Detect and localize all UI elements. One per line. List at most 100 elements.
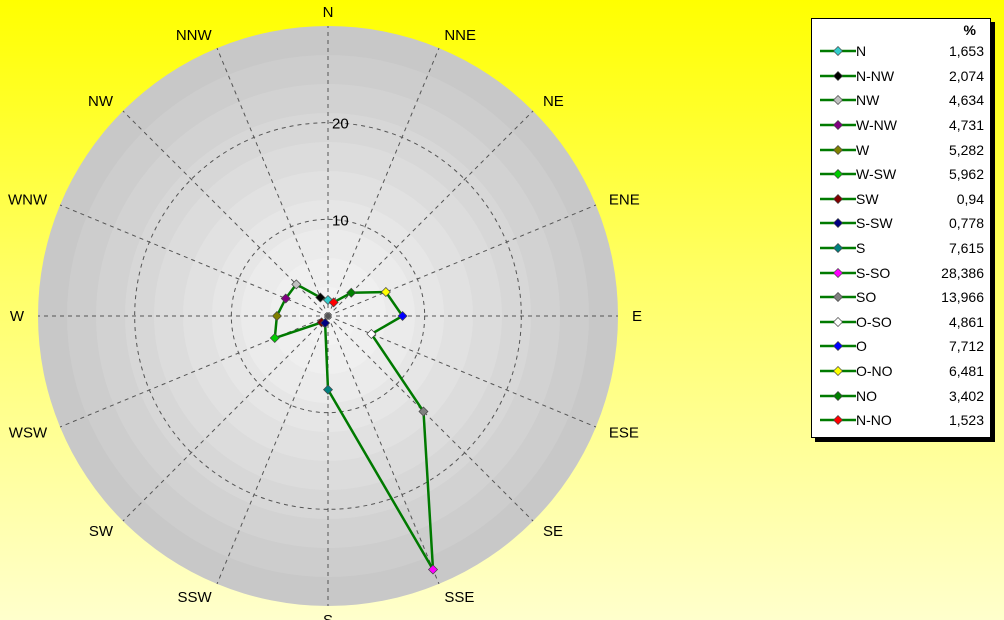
legend-item-name: SO <box>856 289 877 306</box>
direction-label-ene: ENE <box>609 192 640 209</box>
direction-label-ne: NE <box>543 93 564 110</box>
legend-item: O-SO 4,861 <box>812 310 990 335</box>
legend-item: S 7,615 <box>812 236 990 261</box>
legend-item: S-SW 0,778 <box>812 211 990 236</box>
legend-item-value: 1,523 <box>948 412 984 429</box>
legend-symbol <box>820 390 856 401</box>
legend-item-value: 5,962 <box>948 166 984 183</box>
legend-item: N-NO 1,523 <box>812 408 990 433</box>
legend-symbol <box>820 292 856 303</box>
legend-symbol <box>820 218 856 229</box>
legend-item-name: N <box>856 43 867 60</box>
legend-item-value: 5,282 <box>948 141 984 158</box>
direction-label-wsw: WSW <box>9 424 48 441</box>
direction-label-sse: SSE <box>444 589 474 606</box>
legend-item-value: 4,731 <box>948 117 984 134</box>
grid-spoke <box>327 110 534 317</box>
data-point-s <box>323 384 333 395</box>
data-point-o <box>397 311 408 321</box>
grid-spoke <box>216 315 329 585</box>
legend-symbol <box>820 120 856 131</box>
data-point-w <box>271 311 282 321</box>
legend-item-name: O <box>856 338 867 355</box>
legend-item: NW 4,634 <box>812 88 990 113</box>
data-point-o-no <box>380 287 391 298</box>
direction-label-n: N <box>323 4 334 21</box>
legend-item: O 7,712 <box>812 334 990 359</box>
legend-item: W 5,282 <box>812 137 990 162</box>
legend-item-value: 28,386 <box>941 264 984 281</box>
legend: % N 1,653 N-NW 2,074 NW 4,634 W-NW 4,731 W 5,282 W… <box>811 18 991 438</box>
data-point-nw <box>291 279 302 290</box>
grid-spoke <box>122 110 329 317</box>
direction-label-sw: SW <box>89 523 114 540</box>
legend-symbol <box>820 70 856 81</box>
legend-header: % <box>963 22 976 38</box>
legend-symbol <box>820 316 856 327</box>
grid-spoke <box>327 315 440 585</box>
direction-label-e: E <box>632 308 642 325</box>
legend-item-name: W <box>856 141 870 158</box>
legend-symbol <box>820 267 856 278</box>
legend-item-value: 6,481 <box>948 363 984 380</box>
direction-labels: N NNE NE ENE E ESE SE SSE S SSW SW WSW W WNW NW NNW <box>8 4 642 620</box>
legend-item-name: S-SO <box>856 264 891 281</box>
direction-label-nnw: NNW <box>176 27 213 44</box>
legend-symbol <box>820 366 856 377</box>
legend-item-name: W-NW <box>856 117 897 134</box>
legend-item-name: S <box>856 240 866 257</box>
direction-label-w: W <box>10 308 25 325</box>
legend-item: O-NO 6,481 <box>812 359 990 384</box>
legend-item-value: 3,402 <box>948 387 984 404</box>
data-point-o-so <box>366 328 377 339</box>
data-point-no <box>346 287 357 298</box>
legend-item: N 1,653 <box>812 39 990 64</box>
series <box>269 279 439 575</box>
legend-item-name: NO <box>856 387 877 404</box>
grid-spoke <box>327 47 440 317</box>
direction-label-nne: NNE <box>444 27 476 44</box>
legend-item-value: 1,653 <box>948 43 984 60</box>
legend-symbol <box>820 243 856 254</box>
legend-item-name: S-SW <box>856 215 893 232</box>
grid-spoke <box>327 315 534 522</box>
legend-item-value: 0,94 <box>956 190 984 207</box>
direction-label-s: S <box>323 612 333 620</box>
legend-symbol <box>820 415 856 426</box>
legend-item-name: NW <box>856 92 880 109</box>
legend-item-value: 4,634 <box>948 92 984 109</box>
legend-item-name: O-NO <box>856 363 893 380</box>
radial-tick-label: 20 <box>332 116 349 133</box>
grid-spoke <box>216 47 329 317</box>
legend-item-name: SW <box>856 190 879 207</box>
legend-symbol <box>820 169 856 180</box>
legend-item: SW 0,94 <box>812 187 990 212</box>
legend-item-value: 13,966 <box>941 289 984 306</box>
legend-symbol <box>820 341 856 352</box>
legend-item: NO 3,402 <box>812 383 990 408</box>
direction-label-wnw: WNW <box>8 192 48 209</box>
legend-symbol <box>820 144 856 155</box>
legend-item-name: W-SW <box>856 166 897 183</box>
legend-item: W-NW 4,731 <box>812 113 990 138</box>
legend-item: N-NW 2,074 <box>812 64 990 89</box>
legend-item-value: 7,712 <box>948 338 984 355</box>
direction-label-ese: ESE <box>609 424 639 441</box>
legend-item-value: 2,074 <box>948 67 984 84</box>
data-point-w-sw <box>269 333 280 344</box>
radial-tick-labels: 10 20 <box>332 116 349 230</box>
data-point-s-so <box>428 564 439 575</box>
legend-item: SO 13,966 <box>812 285 990 310</box>
grid-spoke <box>327 204 597 317</box>
legend-item: S-SO 28,386 <box>812 260 990 285</box>
direction-label-ssw: SSW <box>177 589 212 606</box>
legend-item-value: 0,778 <box>948 215 984 232</box>
data-point-so <box>418 406 429 417</box>
direction-label-nw: NW <box>88 93 114 110</box>
legend-symbol <box>820 193 856 204</box>
legend-symbol <box>820 95 856 106</box>
legend-rows: N 1,653 N-NW 2,074 NW 4,634 W-NW 4,731 W 5,282 W-S… <box>812 39 990 433</box>
legend-item-value: 7,615 <box>948 240 984 257</box>
legend-item-name: O-SO <box>856 313 892 330</box>
